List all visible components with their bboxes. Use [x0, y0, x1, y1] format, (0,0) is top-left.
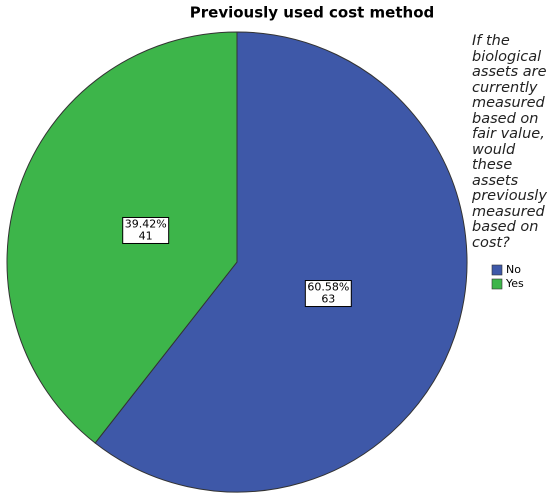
legend-swatch: [491, 278, 503, 290]
legend-title: If the biological assets are currently m…: [472, 33, 547, 251]
chart-title: Previously used cost method: [190, 4, 435, 22]
legend-swatch: [491, 264, 503, 276]
data-label-box: [122, 216, 170, 244]
data-label-count: 63: [321, 293, 335, 306]
pie-slice: [6, 31, 238, 444]
data-label-box: [304, 280, 352, 308]
legend-label: No: [506, 263, 521, 276]
data-label-count: 41: [139, 229, 153, 242]
pie-slice: [94, 31, 468, 493]
data-label-percent: 60.58%: [307, 281, 349, 294]
legend-label: Yes: [505, 277, 524, 290]
data-label-percent: 39.42%: [125, 217, 167, 230]
data-label: 60.58%63: [304, 280, 352, 308]
data-label: 39.42%41: [122, 216, 170, 244]
